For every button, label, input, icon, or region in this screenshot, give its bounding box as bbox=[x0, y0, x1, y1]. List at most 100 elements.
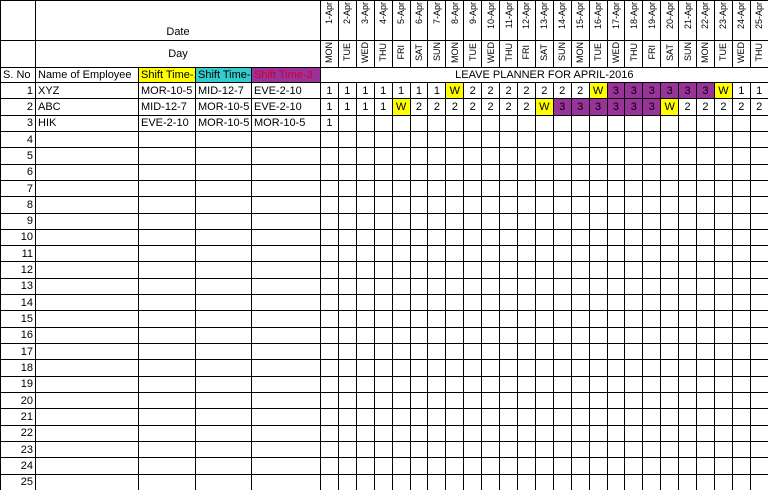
empty-cell bbox=[373, 277, 393, 296]
empty-cell bbox=[749, 359, 768, 377]
shift: MOR-10-5 bbox=[138, 81, 196, 100]
empty-cell bbox=[678, 424, 698, 442]
empty-cell bbox=[409, 277, 429, 296]
day-text: SAT bbox=[664, 43, 675, 61]
row: 22 bbox=[0, 424, 768, 442]
shift-cell: 2 bbox=[731, 98, 751, 116]
shift: EVE-2-10 bbox=[251, 98, 321, 116]
date-text: 9-Apr bbox=[467, 2, 478, 25]
empty-cell bbox=[337, 342, 357, 361]
empty-cell bbox=[409, 130, 429, 149]
empty-cell bbox=[445, 457, 465, 475]
empty-cell bbox=[463, 179, 483, 198]
empty-cell bbox=[391, 130, 411, 149]
date-cell: 5-Apr bbox=[391, 0, 411, 41]
shift-cell: W bbox=[534, 98, 554, 116]
empty-cell bbox=[713, 179, 733, 198]
empty-cell bbox=[588, 179, 608, 198]
empty-cell bbox=[138, 440, 196, 459]
empty-cell bbox=[320, 342, 339, 361]
date-cell: 23-Apr bbox=[713, 0, 733, 41]
empty-cell bbox=[624, 310, 644, 328]
empty-cell bbox=[749, 179, 768, 198]
empty-cell bbox=[516, 147, 536, 165]
empty-cell bbox=[138, 424, 196, 442]
date-cell: 6-Apr bbox=[409, 0, 429, 41]
empty-cell bbox=[499, 163, 518, 181]
shift-cell: 1 bbox=[749, 81, 768, 100]
empty-cell bbox=[660, 326, 680, 345]
empty-cell bbox=[427, 228, 447, 247]
empty-cell bbox=[138, 261, 196, 279]
day-text: FRI bbox=[521, 44, 532, 60]
empty-cell bbox=[516, 196, 536, 214]
empty-cell bbox=[731, 212, 751, 230]
empty-cell bbox=[606, 310, 626, 328]
empty-cell bbox=[516, 228, 536, 247]
day-cell: SUN bbox=[427, 40, 447, 68]
empty-cell bbox=[35, 245, 139, 263]
empty-cell bbox=[713, 424, 733, 442]
empty-cell bbox=[588, 163, 608, 181]
row: 17 bbox=[0, 342, 768, 361]
empty-cell bbox=[195, 408, 252, 426]
empty-cell bbox=[427, 196, 447, 214]
empty-cell bbox=[660, 391, 680, 410]
empty-cell bbox=[373, 424, 393, 442]
empty-cell bbox=[660, 228, 680, 247]
empty-cell bbox=[499, 147, 518, 165]
empty-cell bbox=[251, 473, 321, 490]
shift-cell: 3 bbox=[552, 98, 572, 116]
empty-cell bbox=[499, 179, 518, 198]
empty-cell bbox=[660, 163, 680, 181]
empty-cell bbox=[445, 228, 465, 247]
empty-cell bbox=[696, 261, 715, 279]
shift-cell: 1 bbox=[355, 81, 375, 100]
empty-cell bbox=[606, 408, 626, 426]
empty-cell bbox=[713, 245, 733, 263]
sno: 20 bbox=[0, 391, 36, 410]
empty-cell bbox=[251, 196, 321, 214]
empty-cell bbox=[570, 147, 590, 165]
empty-cell bbox=[678, 326, 698, 345]
empty-cell bbox=[660, 196, 680, 214]
empty-cell bbox=[660, 114, 680, 132]
date-cell: 8-Apr bbox=[445, 0, 465, 41]
empty-cell bbox=[337, 310, 357, 328]
empty-cell bbox=[138, 473, 196, 490]
day-cell: FRI bbox=[391, 40, 411, 68]
empty-cell bbox=[251, 147, 321, 165]
empty-cell bbox=[320, 310, 339, 328]
empty-cell bbox=[195, 342, 252, 361]
empty-cell bbox=[660, 294, 680, 312]
row: 18 bbox=[0, 359, 768, 377]
empty-cell bbox=[678, 147, 698, 165]
empty-cell bbox=[337, 294, 357, 312]
empty-cell bbox=[606, 326, 626, 345]
day-text: WED bbox=[610, 41, 621, 63]
empty-cell bbox=[678, 179, 698, 198]
empty-cell bbox=[678, 473, 698, 490]
empty-cell bbox=[606, 359, 626, 377]
empty-cell bbox=[731, 163, 751, 181]
empty-cell bbox=[534, 277, 554, 296]
empty-cell bbox=[624, 375, 644, 393]
empty-cell bbox=[534, 163, 554, 181]
empty-cell bbox=[138, 359, 196, 377]
empty-cell bbox=[552, 457, 572, 475]
row: 1 XYZ MOR-10-5 MID-12-7 EVE-2-10 1 1 1 1 1 1 1 W 2 2 2 2… bbox=[0, 81, 768, 100]
empty-cell bbox=[409, 196, 429, 214]
empty-cell bbox=[251, 163, 321, 181]
empty-cell bbox=[463, 408, 483, 426]
empty-cell bbox=[499, 326, 518, 345]
empty-cell bbox=[749, 212, 768, 230]
empty-cell bbox=[499, 294, 518, 312]
empty-cell bbox=[660, 212, 680, 230]
empty-cell bbox=[481, 196, 501, 214]
empty-cell bbox=[320, 261, 339, 279]
empty-cell bbox=[337, 212, 357, 230]
empty-cell bbox=[642, 326, 662, 345]
empty-cell bbox=[409, 245, 429, 263]
empty-cell bbox=[481, 457, 501, 475]
empty-cell bbox=[35, 391, 139, 410]
